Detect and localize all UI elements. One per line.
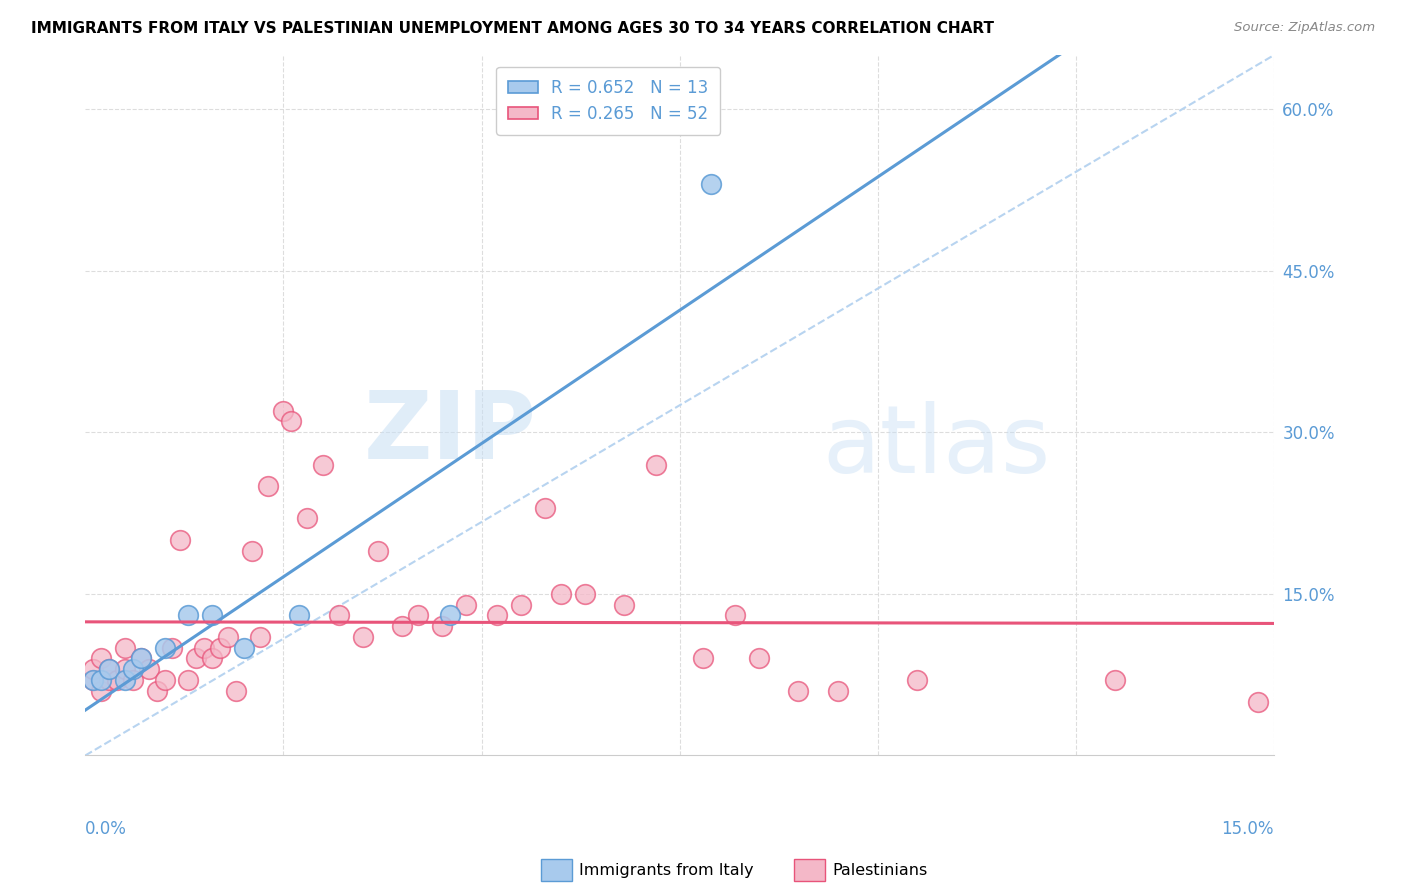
Point	[177, 673, 200, 687]
Point	[193, 640, 215, 655]
Point	[201, 651, 224, 665]
Point	[787, 683, 810, 698]
Text: 15.0%: 15.0%	[1222, 820, 1274, 838]
Point	[1247, 695, 1270, 709]
Point	[90, 683, 112, 698]
Point	[169, 533, 191, 547]
Point	[550, 587, 572, 601]
Point	[256, 479, 278, 493]
Point	[748, 651, 770, 665]
Point	[129, 651, 152, 665]
Point	[98, 662, 121, 676]
Point	[430, 619, 453, 633]
Point	[138, 662, 160, 676]
Point	[82, 673, 104, 687]
Point	[177, 608, 200, 623]
Point	[82, 662, 104, 676]
Point	[232, 640, 254, 655]
Point	[201, 608, 224, 623]
Point	[367, 543, 389, 558]
Point	[574, 587, 596, 601]
Text: Immigrants from Italy: Immigrants from Italy	[579, 863, 754, 878]
Point	[208, 640, 231, 655]
Point	[391, 619, 413, 633]
Point	[534, 500, 557, 515]
Point	[129, 651, 152, 665]
Point	[827, 683, 849, 698]
Point	[454, 598, 477, 612]
Point	[105, 673, 128, 687]
Point	[724, 608, 747, 623]
Point	[240, 543, 263, 558]
Legend: R = 0.652   N = 13, R = 0.265   N = 52: R = 0.652 N = 13, R = 0.265 N = 52	[496, 67, 720, 135]
Point	[700, 178, 723, 192]
Text: Palestinians: Palestinians	[832, 863, 928, 878]
Point	[225, 683, 247, 698]
Point	[186, 651, 208, 665]
Point	[153, 673, 176, 687]
Point	[439, 608, 461, 623]
Point	[486, 608, 509, 623]
Point	[295, 511, 318, 525]
Point	[114, 640, 136, 655]
Text: 0.0%: 0.0%	[86, 820, 127, 838]
Point	[905, 673, 928, 687]
Point	[280, 414, 302, 428]
Point	[217, 630, 239, 644]
Point	[249, 630, 271, 644]
Point	[613, 598, 636, 612]
Point	[121, 662, 143, 676]
Point	[114, 662, 136, 676]
Text: atlas: atlas	[823, 401, 1050, 493]
Point	[644, 458, 666, 472]
Point	[121, 673, 143, 687]
Point	[288, 608, 311, 623]
Point	[510, 598, 533, 612]
Text: IMMIGRANTS FROM ITALY VS PALESTINIAN UNEMPLOYMENT AMONG AGES 30 TO 34 YEARS CORR: IMMIGRANTS FROM ITALY VS PALESTINIAN UNE…	[31, 21, 994, 36]
Point	[98, 673, 121, 687]
Point	[1104, 673, 1126, 687]
Point	[82, 673, 104, 687]
Point	[328, 608, 350, 623]
Point	[145, 683, 167, 698]
Point	[114, 673, 136, 687]
Point	[273, 403, 295, 417]
Point	[90, 651, 112, 665]
Point	[406, 608, 429, 623]
Point	[692, 651, 714, 665]
Point	[312, 458, 335, 472]
Point	[162, 640, 184, 655]
Point	[98, 662, 121, 676]
Point	[90, 673, 112, 687]
Point	[352, 630, 374, 644]
Text: ZIP: ZIP	[364, 387, 537, 479]
Text: Source: ZipAtlas.com: Source: ZipAtlas.com	[1234, 21, 1375, 34]
Point	[153, 640, 176, 655]
